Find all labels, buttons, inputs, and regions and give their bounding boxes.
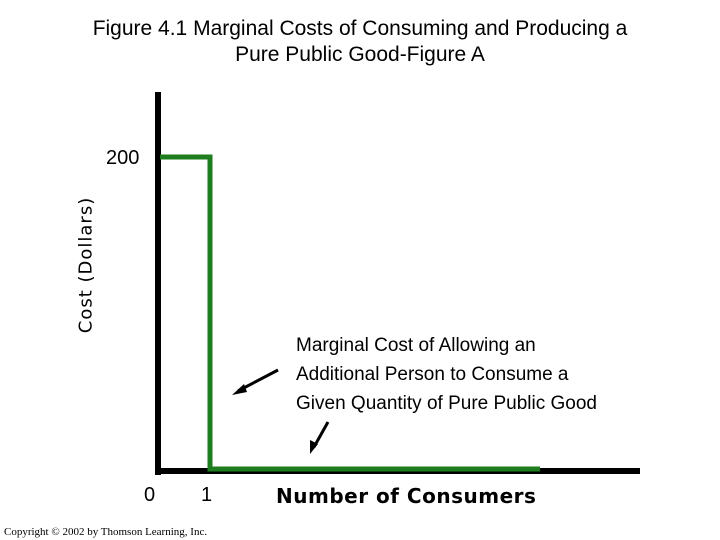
annotation-arrow-2: [312, 421, 330, 448]
y-axis-label: Cost (Dollars): [75, 196, 97, 334]
x-tick-label-1: 1: [201, 484, 213, 506]
chart-title-line-2: Pure Public Good-Figure A: [235, 43, 485, 66]
chart-title: Figure 4.1 Marginal Costs of Consuming a…: [0, 16, 720, 68]
annotation-arrowhead-1: [232, 384, 247, 395]
copyright-notice: Copyright © 2002 by Thomson Learning, In…: [4, 526, 208, 538]
x-axis-label: Number of Consumers: [276, 484, 537, 508]
annotation-arrowhead-2: [310, 440, 318, 454]
chart-title-line-1: Figure 4.1 Marginal Costs of Consuming a…: [92, 17, 628, 40]
marginal-cost-annotation: Marginal Cost of Allowing an Additional …: [296, 331, 597, 418]
y-tick-label-200: 200: [106, 147, 140, 169]
x-tick-label-0: 0: [144, 484, 156, 506]
annotation-line-2: Additional Person to Consume a: [296, 364, 569, 385]
annotation-line-1: Marginal Cost of Allowing an: [296, 335, 536, 356]
marginal-cost-series-line: [160, 154, 540, 472]
annotation-line-3: Given Quantity of Pure Public Good: [296, 393, 597, 414]
